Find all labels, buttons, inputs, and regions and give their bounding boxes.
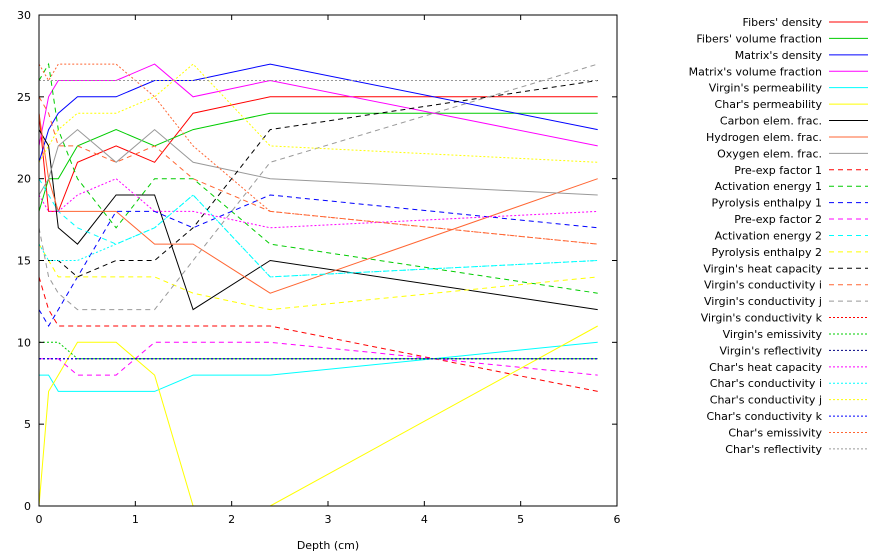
- legend-label: Virgin's reflectivity: [720, 344, 823, 357]
- legend-label: Virgin's permeability: [709, 82, 823, 95]
- series-line-16: [39, 80, 598, 278]
- series-line-23: [38, 194, 598, 278]
- legend-label: Char's conductivity i: [710, 377, 822, 390]
- legend-label: Virgin's heat capacity: [703, 262, 822, 275]
- series-line-14: [38, 178, 598, 278]
- series-line-1: [38, 96, 598, 212]
- series-line-17: [38, 96, 598, 245]
- legend-label: Virgin's conductivity j: [704, 295, 822, 308]
- legend-label: Char's emissivity: [728, 427, 822, 440]
- legend-label: Virgin's conductivity i: [704, 279, 822, 292]
- legend-label: Char's conductivity j: [710, 394, 822, 407]
- x-tick-label: 1: [132, 513, 139, 526]
- series-line-22: [38, 178, 598, 229]
- series-line-10: [38, 276, 598, 392]
- y-tick-label: 20: [17, 173, 31, 186]
- legend-label: Char's heat capacity: [709, 361, 822, 374]
- legend-label: Pre-exp factor 2: [734, 213, 822, 226]
- axes-layer: 0 1 2 3 4 5 6 0 5 10 15 20 25 30: [17, 9, 621, 526]
- legend-label: Char's conductivity k: [706, 410, 822, 423]
- legend-label: Virgin's conductivity k: [701, 312, 823, 325]
- legend-label: Fibers' density: [743, 16, 823, 29]
- series-line-15: [38, 243, 598, 311]
- legend: Fibers' density Fibers' volume fraction Ma…: [689, 16, 868, 456]
- y-tick-label: 15: [17, 255, 31, 268]
- series-line-20: [39, 341, 598, 360]
- series-line-9: [38, 128, 598, 196]
- x-tick-label: 4: [421, 513, 428, 526]
- legend-label: Carbon elem. frac.: [720, 115, 822, 128]
- x-tick-label: 0: [36, 513, 43, 526]
- legend-label: Oxygen elem. frac.: [717, 147, 822, 160]
- x-axis-label: Depth (cm): [297, 539, 359, 552]
- legend-label: Char's reflectivity: [725, 443, 822, 456]
- x-tick-label: 6: [614, 513, 621, 526]
- legend-label: Activation energy 1: [715, 180, 822, 193]
- y-tick-label: 5: [24, 418, 31, 431]
- legend-label: Matrix's volume fraction: [689, 65, 822, 78]
- x-tick-label: 3: [325, 513, 332, 526]
- legend-label: Char's permeability: [715, 98, 823, 111]
- legend-label: Activation energy 2: [715, 229, 822, 242]
- y-tick-label: 25: [17, 91, 31, 104]
- y-tick-label: 30: [17, 9, 31, 22]
- series-line-5: [39, 341, 598, 392]
- y-tick-label: 0: [24, 500, 31, 513]
- legend-label: Pyrolysis enthalpy 2: [711, 246, 822, 259]
- series-layer: [38, 62, 598, 507]
- legend-label: Virgin's emissivity: [723, 328, 823, 341]
- series-line-4: [38, 63, 598, 147]
- series-line-6: [38, 325, 598, 507]
- series-line-26: [38, 63, 598, 245]
- plot-frame: [38, 14, 618, 507]
- legend-label: Pre-exp factor 1: [734, 164, 822, 177]
- x-tick-label: 2: [228, 513, 235, 526]
- legend-label: Fibers' volume fraction: [696, 32, 822, 45]
- legend-label: Matrix's density: [735, 49, 823, 62]
- legend-label: Hydrogen elem. frac.: [706, 131, 822, 144]
- series-line-2: [38, 112, 598, 212]
- series-line-18: [38, 63, 598, 311]
- y-tick-label: 10: [17, 336, 31, 349]
- series-line-8: [38, 113, 598, 294]
- series-line-11: [38, 62, 598, 294]
- series-line-12: [38, 194, 598, 327]
- legend-label: Pyrolysis enthalpy 1: [711, 197, 822, 210]
- x-tick-label: 5: [517, 513, 524, 526]
- series-line-24: [38, 63, 598, 163]
